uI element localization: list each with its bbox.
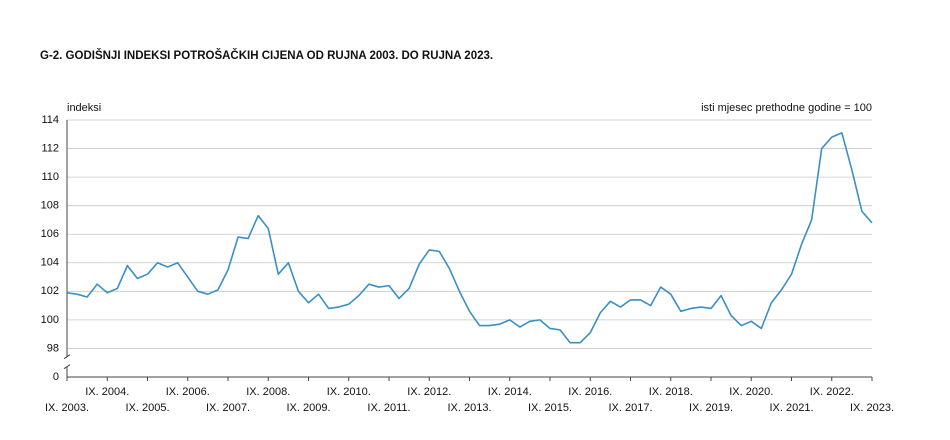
- y-tick-label: 110: [41, 171, 59, 183]
- y-tick-label: 106: [41, 228, 59, 240]
- y-tick-label: 104: [41, 257, 59, 269]
- y-tick-label: 102: [41, 285, 59, 297]
- x-tick-label: IX. 2008.: [246, 386, 290, 398]
- x-tick-label: IX. 2009.: [286, 402, 330, 414]
- x-tick-label: IX. 2016.: [568, 386, 612, 398]
- annotation: isti mjesec prethodne godine = 100: [701, 102, 872, 114]
- axis-break: [63, 354, 71, 370]
- y-tick-label: 112: [41, 142, 59, 154]
- x-tick-label: IX. 2017.: [608, 402, 652, 414]
- x-tick-label: IX. 2023.: [850, 402, 894, 414]
- x-tick-label: IX. 2003.: [45, 402, 89, 414]
- x-tick-label: IX. 2020.: [729, 386, 773, 398]
- x-tick-label: IX. 2005.: [125, 402, 169, 414]
- x-tick-label: IX. 2019.: [689, 402, 733, 414]
- y-tick-label: 98: [47, 342, 59, 354]
- x-tick-label: IX. 2006.: [166, 386, 210, 398]
- y-axis-label: indeksi: [67, 102, 101, 114]
- x-tick-label: IX. 2007.: [206, 402, 250, 414]
- x-tick-label: IX. 2010.: [327, 386, 371, 398]
- x-tick-label: IX. 2004.: [85, 386, 129, 398]
- y-tick-label: 114: [41, 114, 59, 126]
- x-tick-label: IX. 2014.: [488, 386, 532, 398]
- x-tick-label: IX. 2015.: [528, 402, 572, 414]
- x-tick-label: IX. 2022.: [810, 386, 854, 398]
- y-tick-label: 0: [53, 371, 59, 383]
- x-tick-label: IX. 2013.: [447, 402, 491, 414]
- x-tick-label: IX. 2018.: [649, 386, 693, 398]
- x-tick-label: IX. 2012.: [407, 386, 451, 398]
- chart-title: G-2. GODIŠNJI INDEKSI POTROŠAČKIH CIJENA…: [40, 49, 493, 62]
- x-tick-label: IX. 2021.: [769, 402, 813, 414]
- y-tick-label: 108: [41, 200, 59, 212]
- x-tick-label: IX. 2011.: [367, 402, 410, 414]
- y-tick-label: 100: [41, 314, 59, 326]
- data-line: [66, 132, 873, 344]
